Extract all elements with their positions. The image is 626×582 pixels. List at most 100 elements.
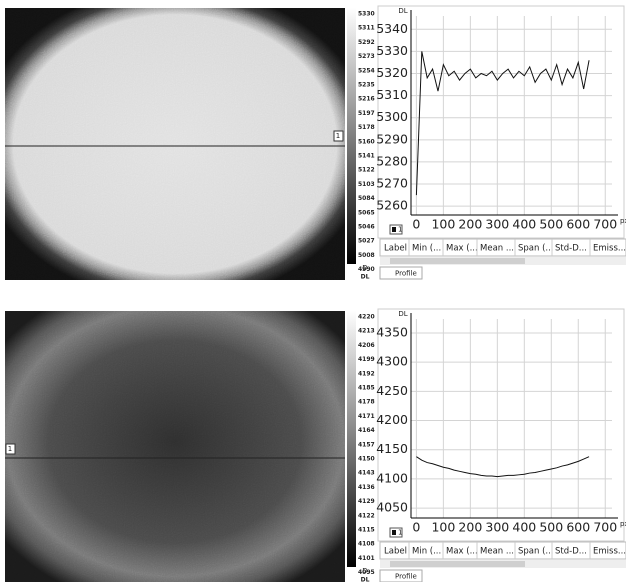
x-tick-label: 700 bbox=[593, 520, 617, 535]
colorbar-label: 5122 bbox=[358, 167, 375, 174]
colorbar-label: 4115 bbox=[358, 527, 375, 534]
x-tick-label: 600 bbox=[566, 520, 590, 535]
x-tick-label: 300 bbox=[485, 217, 509, 232]
column-header: Max (... bbox=[446, 244, 478, 254]
table-header bbox=[379, 541, 626, 560]
legend-label: 1 bbox=[398, 529, 402, 537]
colorbar-label: 4178 bbox=[358, 399, 375, 406]
y-tick-label: 4300 bbox=[376, 354, 408, 369]
colorbar-unit: DL bbox=[361, 577, 370, 582]
column-header: Label bbox=[384, 547, 407, 557]
colorbar-label: 4129 bbox=[358, 498, 375, 505]
column-header: Emiss... bbox=[593, 244, 626, 254]
y-tick-label: 4350 bbox=[376, 325, 408, 340]
column-header: Mean ... bbox=[480, 547, 514, 557]
x-tick-label: 400 bbox=[512, 520, 536, 535]
tab bbox=[379, 266, 423, 280]
y-tick-label: 4100 bbox=[376, 470, 408, 485]
y-tick-label: 5300 bbox=[376, 109, 408, 124]
colorbar bbox=[347, 8, 356, 264]
colorbar-label: 4157 bbox=[358, 441, 375, 448]
colorbar-label: 5311 bbox=[358, 25, 375, 32]
colorbar-label: 4171 bbox=[358, 413, 375, 420]
y-tick-label: 5330 bbox=[376, 43, 408, 58]
colorbar-label: 5216 bbox=[358, 96, 375, 103]
tab-label: Profile bbox=[395, 573, 417, 581]
colorbar-label: 5141 bbox=[358, 153, 375, 160]
colorbar-label: 5197 bbox=[358, 110, 375, 117]
colorbar-label: 4150 bbox=[358, 456, 375, 463]
x-tick-label: 500 bbox=[539, 520, 563, 535]
column-header: Span (... bbox=[518, 244, 554, 254]
image-noise bbox=[5, 8, 345, 280]
colorbar-label: 4108 bbox=[358, 541, 375, 548]
colorbar-label: 5027 bbox=[358, 238, 375, 245]
profile-series bbox=[416, 456, 590, 478]
x-tick-label: 100 bbox=[431, 217, 455, 232]
table-header bbox=[379, 238, 626, 257]
colorbar-label: 4199 bbox=[358, 356, 375, 363]
colorbar-label: 5084 bbox=[358, 195, 375, 202]
column-header: Mean ... bbox=[480, 244, 514, 254]
column-header: Std-D... bbox=[555, 547, 587, 557]
x-tick-label: 600 bbox=[566, 217, 590, 232]
y-tick-label: 4050 bbox=[376, 500, 408, 515]
y-tick-label: 4200 bbox=[376, 412, 408, 427]
image-noise bbox=[5, 311, 345, 582]
colorbar-label: 4185 bbox=[358, 385, 375, 392]
y-tick-label: 5260 bbox=[376, 198, 408, 213]
tab bbox=[379, 569, 423, 582]
roi-label: 1 bbox=[336, 132, 340, 140]
colorbar-label: 5160 bbox=[358, 138, 375, 145]
colorbar-label: 5254 bbox=[358, 67, 375, 74]
colorbar-label: 4213 bbox=[358, 328, 375, 335]
colorbar-scroll: D bbox=[362, 567, 367, 575]
colorbar-label: 5292 bbox=[358, 39, 375, 46]
y-tick-label: 5320 bbox=[376, 65, 408, 80]
y-tick-label: 5340 bbox=[376, 21, 408, 36]
y-tick-label: 5280 bbox=[376, 153, 408, 168]
y-axis-label: DL bbox=[398, 7, 407, 15]
roi-label: 1 bbox=[8, 445, 12, 453]
legend-label: 1 bbox=[398, 226, 402, 234]
y-tick-label: 4250 bbox=[376, 383, 408, 398]
colorbar-unit: DL bbox=[361, 274, 370, 281]
x-tick-label: 0 bbox=[412, 217, 420, 232]
colorbar-label: 5273 bbox=[358, 53, 375, 60]
colorbar-label: 5008 bbox=[358, 252, 375, 259]
x-tick-label: 400 bbox=[512, 217, 536, 232]
colorbar-label: 5178 bbox=[358, 124, 375, 131]
column-header: Min (... bbox=[412, 547, 441, 557]
colorbar-label: 5235 bbox=[358, 82, 375, 89]
colorbar-scroll: D bbox=[362, 264, 367, 272]
colorbar-label: 4164 bbox=[358, 427, 375, 434]
colorbar-label: 4101 bbox=[358, 555, 375, 562]
chart-panel bbox=[377, 308, 625, 542]
profile-series bbox=[415, 51, 590, 196]
column-header: Label bbox=[384, 244, 407, 254]
tab-label: Profile bbox=[395, 270, 417, 278]
colorbar-label: 4143 bbox=[358, 470, 375, 477]
scroll-thumb bbox=[390, 561, 525, 567]
x-tick-label: 100 bbox=[431, 520, 455, 535]
colorbar-label: 4136 bbox=[358, 484, 375, 491]
x-tick-label: 300 bbox=[485, 520, 509, 535]
colorbar-label: 4095 bbox=[358, 569, 375, 576]
colorbar-label: 5046 bbox=[358, 224, 375, 231]
x-axis-label: px bbox=[620, 520, 626, 528]
scroll-thumb bbox=[390, 258, 525, 264]
x-tick-label: 500 bbox=[539, 217, 563, 232]
column-header: Std-D... bbox=[555, 244, 587, 254]
legend-swatch bbox=[392, 227, 396, 232]
y-tick-label: 5290 bbox=[376, 131, 408, 146]
colorbar-label: 4220 bbox=[358, 314, 375, 321]
y-tick-label: 5270 bbox=[376, 176, 408, 191]
x-tick-label: 200 bbox=[458, 217, 482, 232]
colorbar bbox=[347, 311, 356, 567]
colorbar-label: 5330 bbox=[358, 11, 375, 18]
column-header: Span (... bbox=[518, 547, 554, 557]
roi-marker bbox=[333, 130, 344, 142]
roi-marker bbox=[5, 443, 16, 455]
